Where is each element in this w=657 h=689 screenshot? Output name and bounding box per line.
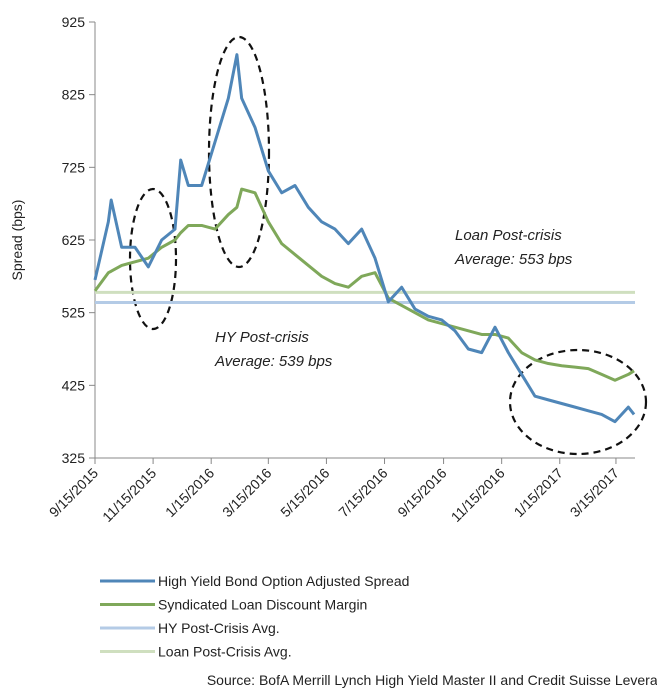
x-tick-label: 1/15/2017 (511, 465, 567, 521)
y-tick-label: 725 (62, 159, 86, 175)
x-tick-label: 11/15/2015 (99, 465, 159, 525)
series-line (93, 53, 636, 424)
annotation: Average: 553 bps (454, 251, 573, 268)
series-line (93, 187, 635, 382)
x-tick-label: 7/15/2016 (335, 465, 391, 521)
y-tick-label: 425 (62, 377, 86, 393)
y-axis-label: Spread (bps) (9, 200, 25, 281)
legend-label: High Yield Bond Option Adjusted Spread (158, 573, 409, 589)
legend-label: Loan Post-Crisis Avg. (158, 644, 292, 660)
y-tick-label: 525 (62, 305, 86, 321)
source: Source: BofA Merrill Lynch High Yield Ma… (207, 672, 657, 688)
x-tick-label: 9/15/2015 (46, 465, 102, 521)
annotation: HY Post-crisis (215, 329, 309, 346)
x-tick-label: 9/15/2016 (394, 465, 450, 521)
legend-label: HY Post-Crisis Avg. (158, 620, 280, 636)
y-tick-label: 925 (62, 14, 86, 30)
x-tick-label: 1/15/2016 (162, 465, 218, 521)
y-tick-label: 625 (62, 232, 86, 248)
ellipse (207, 35, 271, 269)
highlight-ellipses (128, 35, 648, 456)
ellipse (508, 348, 648, 456)
ellipse (128, 187, 178, 331)
x-tick-label: 5/15/2016 (277, 465, 333, 521)
annotation: Average: 539 bps (214, 353, 333, 370)
x-tick-label: 3/15/2016 (219, 465, 275, 521)
y-tick-label: 325 (62, 450, 86, 466)
x-tick-label: 11/15/2016 (448, 465, 508, 525)
legend-label: Syndicated Loan Discount Margin (158, 597, 367, 613)
y-tick-label: 825 (62, 87, 86, 103)
x-tick-label: 3/15/2017 (567, 465, 623, 521)
annotation: Loan Post-crisis (455, 227, 562, 244)
